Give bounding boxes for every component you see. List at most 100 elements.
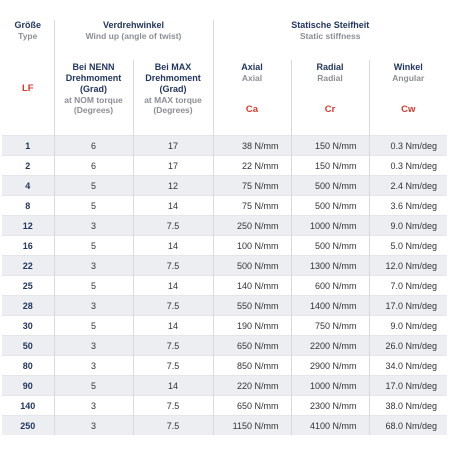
cell-radial: 1000 N/mm bbox=[290, 215, 369, 236]
cell-radial: 150 N/mm bbox=[290, 135, 369, 156]
nom-sub-line2: (Degrees) bbox=[73, 105, 114, 115]
max-header: Bei MAX Drehmoment (Grad) at MAX torque … bbox=[132, 60, 213, 136]
cell-size: 30 bbox=[2, 315, 54, 336]
cell-max-torque: 17 bbox=[132, 155, 213, 176]
nom-sub-line1: at NOM torque bbox=[64, 95, 123, 105]
table-body: 1 6 17 38 N/mm 150 N/mm 0.3 Nm/deg 2 6 17 22 N/mm… bbox=[2, 135, 448, 435]
cell-radial: 1000 N/mm bbox=[290, 375, 369, 396]
angular-header: Winkel Angular Cw bbox=[368, 60, 448, 136]
cell-axial: 500 N/mm bbox=[212, 255, 291, 276]
axial-header: Axial Axial Ca bbox=[212, 60, 291, 136]
cell-max-torque: 7.5 bbox=[132, 215, 213, 236]
cell-size: 12 bbox=[2, 215, 54, 236]
cell-max-torque: 7.5 bbox=[132, 355, 213, 376]
angular-title: Winkel bbox=[393, 62, 423, 72]
table-row: 2 6 17 22 N/mm 150 N/mm 0.3 Nm/deg bbox=[2, 155, 448, 176]
cell-nom-torque: 5 bbox=[53, 375, 133, 396]
cell-size: 2 bbox=[2, 155, 54, 176]
table-row: 22 3 7.5 500 N/mm 1300 N/mm 12.0 Nm/deg bbox=[2, 255, 448, 276]
cell-size: 50 bbox=[2, 335, 54, 356]
cell-angular: 9.0 Nm/deg bbox=[368, 215, 448, 236]
cell-max-torque: 14 bbox=[132, 275, 213, 296]
cell-radial: 2200 N/mm bbox=[290, 335, 369, 356]
max-title-line2: Drehmoment bbox=[145, 73, 201, 83]
cell-max-torque: 14 bbox=[132, 235, 213, 256]
cell-max-torque: 7.5 bbox=[132, 295, 213, 316]
cell-axial: 220 N/mm bbox=[212, 375, 291, 396]
stiffness-spec-table: Größe Type LF Verdrehwinkel Wind up (ang… bbox=[2, 20, 448, 435]
cell-nom-torque: 5 bbox=[53, 275, 133, 296]
header-group-row: Größe Type LF Verdrehwinkel Wind up (ang… bbox=[2, 20, 448, 94]
cell-radial: 500 N/mm bbox=[290, 235, 369, 256]
table-row: 250 3 7.5 1150 N/mm 4100 N/mm 68.0 Nm/deg bbox=[2, 415, 448, 435]
cell-radial: 600 N/mm bbox=[290, 275, 369, 296]
angular-subtitle: Angular bbox=[392, 73, 425, 83]
cell-axial: 38 N/mm bbox=[212, 135, 291, 156]
cell-max-torque: 7.5 bbox=[132, 415, 213, 435]
table-row: 25 5 14 140 N/mm 600 N/mm 7.0 Nm/deg bbox=[2, 275, 448, 296]
table-row: 140 3 7.5 650 N/mm 2300 N/mm 38.0 Nm/deg bbox=[2, 395, 448, 416]
cell-max-torque: 14 bbox=[132, 315, 213, 336]
cell-angular: 68.0 Nm/deg bbox=[368, 415, 448, 435]
table-row: 4 5 12 75 N/mm 500 N/mm 2.4 Nm/deg bbox=[2, 175, 448, 196]
table-row: 80 3 7.5 850 N/mm 2900 N/mm 34.0 Nm/deg bbox=[2, 355, 448, 376]
stiffness-group-header: Statische Steifheit Static stiffness bbox=[212, 20, 448, 60]
cell-nom-torque: 3 bbox=[53, 355, 133, 376]
cell-nom-torque: 6 bbox=[53, 155, 133, 176]
cell-axial: 850 N/mm bbox=[212, 355, 291, 376]
twist-group-title: Verdrehwinkel bbox=[102, 20, 165, 30]
cell-nom-torque: 3 bbox=[53, 415, 133, 435]
cell-nom-torque: 5 bbox=[53, 195, 133, 216]
cell-nom-torque: 5 bbox=[53, 315, 133, 336]
cell-axial: 75 N/mm bbox=[212, 195, 291, 216]
cell-nom-torque: 3 bbox=[53, 255, 133, 276]
cell-axial: 650 N/mm bbox=[212, 335, 291, 356]
cell-angular: 17.0 Nm/deg bbox=[368, 295, 448, 316]
cell-radial: 500 N/mm bbox=[290, 175, 369, 196]
cell-nom-torque: 6 bbox=[53, 135, 133, 156]
cell-axial: 250 N/mm bbox=[212, 215, 291, 236]
table-row: 1 6 17 38 N/mm 150 N/mm 0.3 Nm/deg bbox=[2, 135, 448, 156]
cell-max-torque: 7.5 bbox=[132, 395, 213, 416]
cell-max-torque: 14 bbox=[132, 195, 213, 216]
nom-header: Bei NENN Drehmoment (Grad) at NOM torque… bbox=[53, 60, 133, 136]
cell-radial: 2300 N/mm bbox=[290, 395, 369, 416]
cell-size: 140 bbox=[2, 395, 54, 416]
cell-radial: 1400 N/mm bbox=[290, 295, 369, 316]
table-row: 8 5 14 75 N/mm 500 N/mm 3.6 Nm/deg bbox=[2, 195, 448, 216]
max-sub-line2: (Degrees) bbox=[153, 105, 193, 115]
radial-subtitle: Radial bbox=[317, 73, 343, 83]
cell-axial: 100 N/mm bbox=[212, 235, 291, 256]
cell-angular: 0.3 Nm/deg bbox=[368, 135, 448, 156]
cell-max-torque: 12 bbox=[132, 175, 213, 196]
cell-axial: 140 N/mm bbox=[212, 275, 291, 296]
cell-angular: 2.4 Nm/deg bbox=[368, 175, 448, 196]
cell-nom-torque: 3 bbox=[53, 215, 133, 236]
max-title-line3: (Grad) bbox=[159, 84, 187, 94]
cell-angular: 5.0 Nm/deg bbox=[368, 235, 448, 256]
radial-symbol: Cr bbox=[324, 104, 336, 115]
cell-angular: 26.0 Nm/deg bbox=[368, 335, 448, 356]
cell-nom-torque: 3 bbox=[53, 295, 133, 316]
cell-axial: 75 N/mm bbox=[212, 175, 291, 196]
radial-title: Radial bbox=[316, 62, 344, 72]
cell-nom-torque: 5 bbox=[53, 175, 133, 196]
cell-radial: 1300 N/mm bbox=[290, 255, 369, 276]
cell-nom-torque: 3 bbox=[53, 395, 133, 416]
axial-subtitle: Axial bbox=[241, 73, 263, 83]
cell-angular: 34.0 Nm/deg bbox=[368, 355, 448, 376]
cell-radial: 4100 N/mm bbox=[290, 415, 369, 435]
twist-group-header: Verdrehwinkel Wind up (angle of twist) bbox=[53, 20, 213, 60]
cell-size: 25 bbox=[2, 275, 54, 296]
cell-size: 16 bbox=[2, 235, 54, 256]
cell-size: 8 bbox=[2, 195, 54, 216]
cell-size: 4 bbox=[2, 175, 54, 196]
table-row: 50 3 7.5 650 N/mm 2200 N/mm 26.0 Nm/deg bbox=[2, 335, 448, 356]
stiffness-group-subtitle: Static stiffness bbox=[300, 31, 361, 41]
header-column-row: Bei NENN Drehmoment (Grad) at NOM torque… bbox=[2, 60, 448, 136]
table-row: 12 3 7.5 250 N/mm 1000 N/mm 9.0 Nm/deg bbox=[2, 215, 448, 236]
cell-nom-torque: 3 bbox=[53, 335, 133, 356]
cell-angular: 7.0 Nm/deg bbox=[368, 275, 448, 296]
cell-axial: 1150 N/mm bbox=[212, 415, 291, 435]
cell-max-torque: 7.5 bbox=[132, 335, 213, 356]
